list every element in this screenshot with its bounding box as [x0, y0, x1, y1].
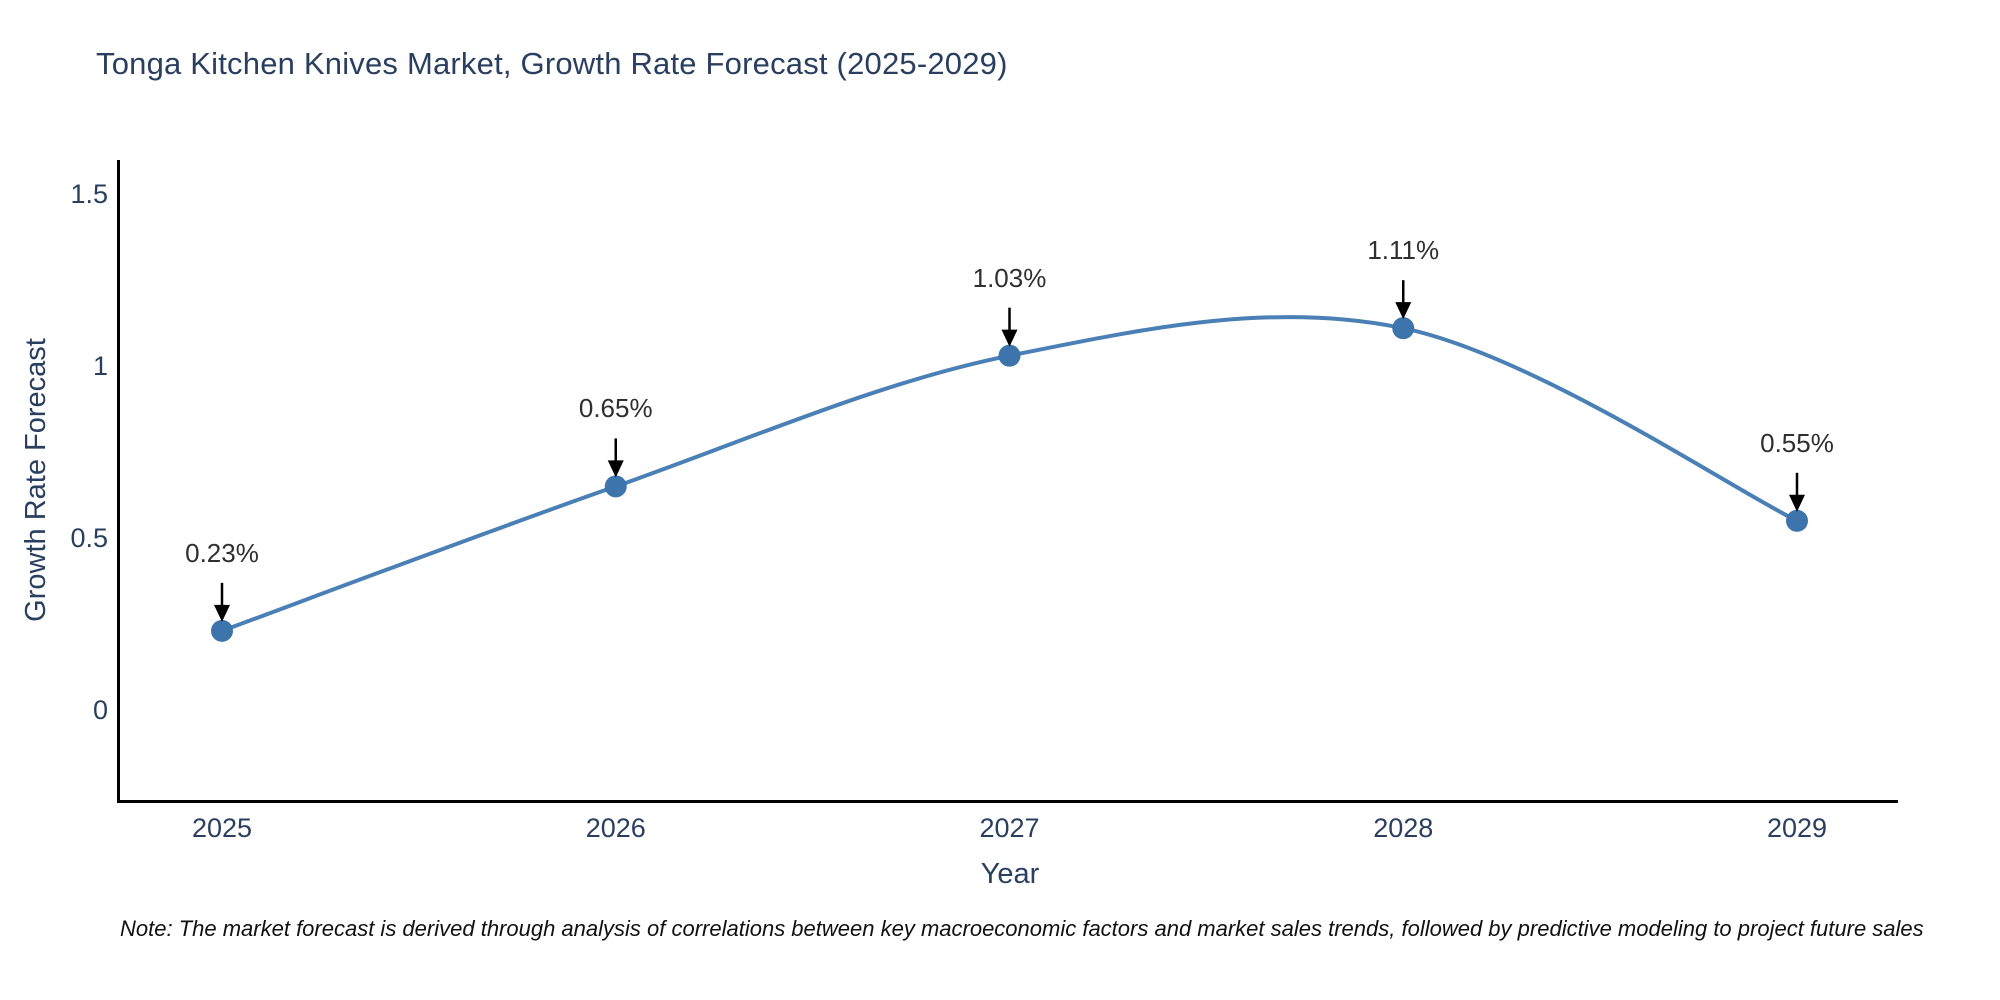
- y-tick-label: 1: [92, 351, 108, 381]
- annotation-label: 0.65%: [578, 393, 653, 424]
- annotation-arrow-head: [1789, 494, 1805, 512]
- annotation-label: 1.11%: [1367, 235, 1440, 266]
- data-point-marker: [604, 475, 627, 498]
- annotation-label: 0.23%: [185, 537, 259, 568]
- x-tick-label: 2025: [191, 813, 253, 843]
- annotation-arrow-head: [1395, 302, 1412, 320]
- annotation-arrow-head: [607, 460, 624, 478]
- annotation-arrow-head: [214, 604, 230, 622]
- annotation-label: 1.03%: [972, 262, 1047, 293]
- chart-title: Tonga Kitchen Knives Market, Growth Rate…: [96, 46, 1008, 81]
- annotation-arrow-head: [1001, 329, 1018, 347]
- x-tick-label: 2028: [1373, 813, 1434, 843]
- annotation-label: 0.55%: [1760, 427, 1834, 458]
- data-point-marker: [998, 344, 1021, 367]
- y-tick-label: 1.5: [70, 179, 108, 209]
- annotation-arrows: [214, 280, 1805, 622]
- data-point-marker: [211, 619, 233, 642]
- data-point-markers: [211, 317, 1808, 642]
- x-tick-label: 2027: [979, 813, 1040, 843]
- footnote: Note: The market forecast is derived thr…: [120, 916, 1924, 941]
- y-tick-label: 0.5: [70, 523, 108, 553]
- data-point-marker: [1786, 509, 1808, 532]
- y-tick-label: 0: [92, 695, 108, 725]
- x-tick-label: 2029: [1766, 813, 1828, 843]
- data-point-marker: [1392, 317, 1415, 340]
- x-tick-label: 2026: [585, 813, 646, 843]
- x-axis-title: Year: [980, 858, 1040, 890]
